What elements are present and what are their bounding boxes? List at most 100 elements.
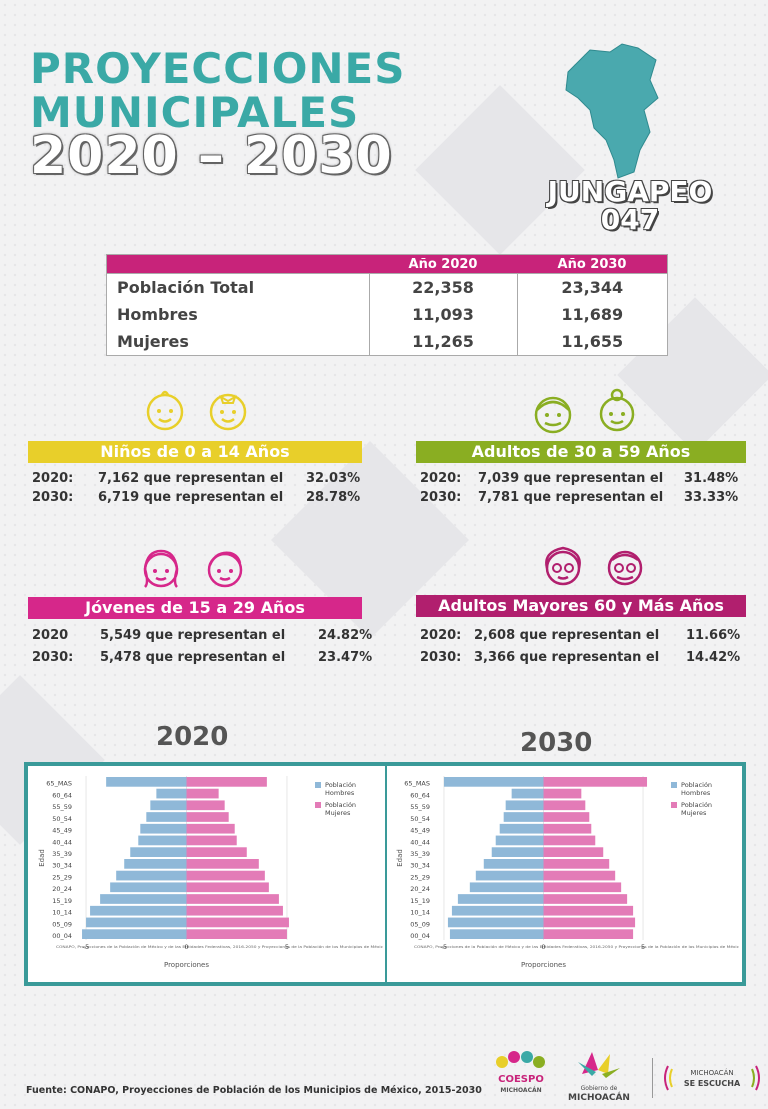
legend-label-line2: Mujeres xyxy=(681,809,707,817)
jovenes-2030-year: 2030: xyxy=(32,650,74,665)
age-tick-label: 00_04 xyxy=(410,932,430,940)
mayores-2020-year: 2020: xyxy=(420,628,462,643)
youth-boy-icon xyxy=(207,551,243,588)
chart-divider xyxy=(385,766,387,982)
bar-hombres xyxy=(156,788,187,799)
age-tick-label: 50_54 xyxy=(52,815,72,823)
bar-mujeres xyxy=(543,777,648,787)
group-title-jovenes: Jóvenes de 15 a 29 Años xyxy=(28,597,362,619)
age-tick-label: 05_09 xyxy=(52,920,72,928)
group-title-ninos: Niños de 0 a 14 Años xyxy=(28,441,362,463)
value-2020: 11,265 xyxy=(369,328,518,356)
table-header-2020: Año 2020 xyxy=(369,254,517,274)
age-tick-label: 60_64 xyxy=(52,791,72,799)
age-tick-label: 05_09 xyxy=(410,920,430,928)
x-tick-label: -5 xyxy=(83,943,89,951)
group-title-mayores: Adultos Mayores 60 y Más Años xyxy=(416,595,746,617)
legend-label-line1: Población xyxy=(681,801,712,809)
bar-mujeres xyxy=(543,800,586,811)
bar-mujeres xyxy=(186,870,265,881)
age-tick-label: 45_49 xyxy=(52,827,72,835)
table-header-2030: Año 2030 xyxy=(517,254,668,274)
jovenes-2020-text: 5,549 que representan el xyxy=(100,628,286,643)
adultos-2030-year: 2030: xyxy=(420,490,462,505)
title-line-1: PROYECCIONES xyxy=(30,44,406,93)
legend-label-line2: Hombres xyxy=(681,789,711,797)
bar-hombres xyxy=(150,800,187,811)
adultos-2020-year: 2020: xyxy=(420,471,462,486)
bar-hombres xyxy=(495,835,544,846)
bar-hombres xyxy=(511,788,544,799)
gobierno-logo-subtext: MICHOACÁN xyxy=(568,1091,630,1102)
ninos-2030-pct: 28.78% xyxy=(306,490,361,505)
bar-mujeres xyxy=(543,870,616,881)
y-axis-label: Edad xyxy=(396,849,404,867)
legend-label-line2: Mujeres xyxy=(325,809,351,817)
age-tick-label: 40_44 xyxy=(410,838,430,846)
x-axis-label: Proporciones xyxy=(164,961,209,969)
legend-label-line1: Población xyxy=(681,781,712,789)
x-axis-label: Proporciones xyxy=(521,961,566,969)
bar-mujeres xyxy=(543,812,590,822)
value-2020: 11,093 xyxy=(369,301,518,328)
bar-hombres xyxy=(116,870,187,881)
youth-girl-icon xyxy=(143,549,179,588)
x-tick-label: -5 xyxy=(441,943,447,951)
municipality-map-icon xyxy=(565,43,659,179)
x-tick-label: 5 xyxy=(285,943,289,951)
table-row: Mujeres 11,265 11,655 xyxy=(106,328,668,356)
legend-label-line1: Población xyxy=(325,781,356,789)
bar-mujeres xyxy=(543,929,634,939)
jovenes-2030-pct: 23.47% xyxy=(318,650,373,665)
gobierno-logo-text: Gobierno de xyxy=(581,1085,618,1092)
municipality-name: JUNGAPEO xyxy=(547,175,713,208)
age-tick-label: 30_34 xyxy=(410,862,430,870)
bar-hombres xyxy=(140,823,187,834)
bar-mujeres xyxy=(186,894,279,904)
legend-label-line2: Hombres xyxy=(325,789,355,797)
age-tick-label: 25_29 xyxy=(52,873,72,881)
bar-hombres xyxy=(138,835,187,846)
bar-hombres xyxy=(447,917,544,928)
mayores-2030-year: 2030: xyxy=(420,650,462,665)
legend-swatch xyxy=(671,802,677,808)
logo-divider xyxy=(652,1058,653,1098)
value-2030: 11,689 xyxy=(517,301,668,328)
x-tick-label: 5 xyxy=(641,943,645,951)
jovenes-2020-year: 2020 xyxy=(32,628,69,643)
bar-hombres xyxy=(451,905,544,916)
ninos-2020-pct: 32.03% xyxy=(306,471,361,486)
escucha-logo-text: MICHOACÁN xyxy=(690,1068,733,1077)
bar-mujeres xyxy=(543,823,592,834)
bar-mujeres xyxy=(543,847,604,857)
adult-man-icon xyxy=(534,396,572,434)
escucha-logo-subtext: SE ESCUCHA xyxy=(684,1079,741,1088)
bar-mujeres xyxy=(186,929,287,939)
source-note: CONAPO, Proyecciones de la Población de … xyxy=(414,945,739,949)
elder-woman-icon xyxy=(545,546,581,586)
bar-mujeres xyxy=(543,835,596,846)
legend-swatch xyxy=(315,802,321,808)
bar-hombres xyxy=(90,905,187,916)
bar-mujeres xyxy=(186,905,283,916)
age-tick-label: 35_39 xyxy=(52,850,72,858)
bar-hombres xyxy=(130,847,187,857)
value-2020: 22,358 xyxy=(369,273,518,301)
population-pyramid-2030: 00_04 05_09 10_14 15_19 20_24 25_29 30_34 35_39… xyxy=(396,776,739,969)
bar-hombres xyxy=(503,812,544,822)
coespo-logo: COESPO MICHOACÁN xyxy=(496,1051,545,1094)
x-tick-label: 0 xyxy=(541,943,545,951)
adultos-2030-pct: 33.33% xyxy=(684,490,739,505)
age-tick-label: 00_04 xyxy=(52,932,72,940)
chart-year-2020: 2020 xyxy=(156,722,229,752)
bar-mujeres xyxy=(186,788,219,799)
bar-hombres xyxy=(110,882,187,893)
bar-hombres xyxy=(499,823,544,834)
age-tick-label: 60_64 xyxy=(410,791,430,799)
ninos-2030-year: 2030: xyxy=(32,490,74,505)
table-row: Hombres 11,093 11,689 xyxy=(106,301,668,328)
bar-hombres xyxy=(82,929,187,939)
bar-mujeres xyxy=(543,882,622,893)
bar-hombres xyxy=(469,882,544,893)
age-tick-label: 25_29 xyxy=(410,873,430,881)
